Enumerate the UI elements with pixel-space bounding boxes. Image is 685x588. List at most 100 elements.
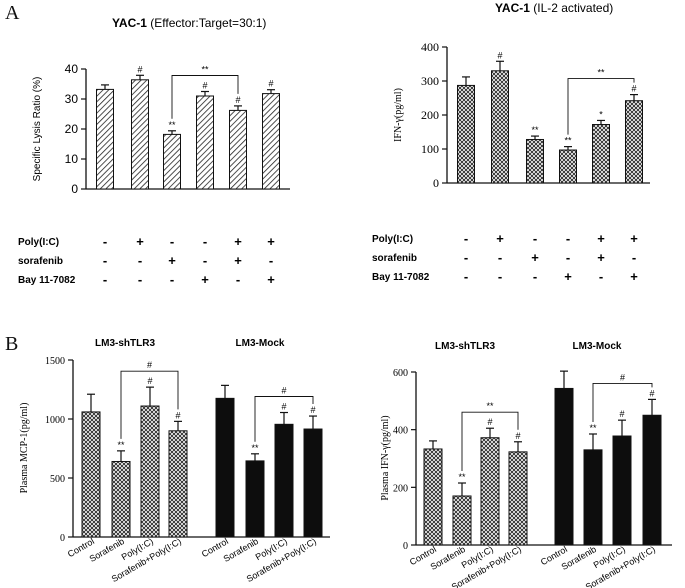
significance-mark: ** [168,120,176,130]
y-tick-label: 0 [433,176,439,190]
bar [303,428,323,538]
chart-title: YAC-1 (Effector:Target=30:1) [112,16,266,30]
significance-mark: # [202,81,207,91]
significance-mark: # [137,64,142,74]
y-tick-label: 200 [421,108,439,122]
bar [96,88,114,190]
significance-mark: # [268,79,273,89]
treatment-sign: - [464,231,468,246]
bar [168,430,188,538]
bar [592,124,610,184]
chart-title: YAC-1 (IL-2 activated) [495,1,613,15]
treatment-row-label: sorafenib [372,253,417,264]
significance-mark: # [515,431,520,441]
y-tick-label: 0 [60,533,65,544]
treatment-sign: - [632,250,636,265]
significance-mark: # [147,376,152,386]
treatment-sign: - [236,272,240,287]
treatment-sign: - [464,250,468,265]
treatment-sign: + [630,231,638,246]
panel-label-b: B [5,333,19,355]
group-label: LM3-shTLR3 [435,341,495,352]
treatment-sign: - [464,269,468,284]
chart-b2-plasma-ifn: 0 200 400 600 Plasma IFN-γ(pg/ml) ** # # ** # # ** #… [380,341,672,588]
treatment-sign: - [498,269,502,284]
treatment-sign: - [269,253,273,268]
comparison-bracket [461,411,519,472]
comparison-bracket [120,370,179,439]
bar [215,397,235,538]
significance-mark: ** [251,443,259,453]
panel-label-a: A [5,2,20,24]
chart-b1-plasma-mcp1: 0 500 1000 1500 Plasma MCP-1(pg/ml) ** # # ** # # #… [19,338,330,584]
treatment-sign: + [597,250,605,265]
treatment-sign: + [136,234,144,249]
bar [625,100,643,184]
treatment-row-label: Bay 11-7082 [18,275,76,286]
bracket-label: ** [597,68,605,78]
group-label: LM3-shTLR3 [95,338,155,349]
significance-mark: # [310,405,315,415]
significance-mark: ** [531,125,539,135]
bar [140,405,160,538]
bar [457,84,475,184]
significance-mark: ** [458,472,466,482]
y-tick-label: 600 [393,368,408,379]
y-tick-label: 400 [421,40,439,54]
treatment-sign: - [103,272,107,287]
y-tick-label: 100 [421,142,439,156]
significance-mark: # [235,95,240,105]
y-axis-label: IFN-γ(pg/ml) [393,88,404,142]
bar [423,448,443,546]
significance-mark: # [487,417,492,427]
significance-mark: ** [117,440,125,450]
bracket-label: # [281,386,286,396]
significance-mark: # [649,388,654,398]
bar [196,95,214,190]
y-tick-label: 20 [65,122,79,136]
treatment-sign: - [170,272,174,287]
treatment-row-label: sorafenib [18,256,63,267]
significance-mark: * [599,109,603,119]
treatment-sign: - [203,253,207,268]
significance-mark: # [619,409,624,419]
significance-mark: # [631,84,636,94]
bar [642,414,662,546]
chart-title-bold: YAC-1 [112,16,147,30]
bar [583,449,603,546]
bar [245,460,265,538]
treatment-sign: - [170,234,174,249]
treatment-sign: + [267,234,275,249]
bar [612,435,632,546]
comparison-bracket [592,382,653,422]
treatment-sign: + [201,272,209,287]
bar [526,138,544,184]
treatment-row-label: Bay 11-7082 [372,272,430,283]
bar [559,149,577,184]
y-tick-label: 400 [393,426,408,437]
y-tick-label: 40 [65,62,79,76]
significance-mark: # [175,410,180,420]
y-tick-label: 10 [65,152,79,166]
treatment-sign: - [498,250,502,265]
group-label: LM3-Mock [236,338,285,349]
y-tick-label: 0 [71,182,78,196]
chart-title-rest: (IL-2 activated) [530,1,613,15]
significance-mark: ** [564,136,572,146]
group-label: LM3-Mock [573,341,622,352]
bar [111,460,131,538]
treatment-sign: + [597,231,605,246]
bar [554,387,574,546]
treatment-sign: - [138,272,142,287]
treatment-sign: + [630,269,638,284]
comparison-bracket [171,75,239,119]
treatment-sign: - [533,231,537,246]
treatment-sign: + [234,234,242,249]
bar [480,437,500,546]
treatment-row-label: Poly(I:C) [372,234,413,245]
bar [452,495,472,546]
y-axis-label: Specific Lysis Ratio (%) [32,77,43,182]
treatment-sign: - [566,250,570,265]
treatment-sign: + [531,250,539,265]
